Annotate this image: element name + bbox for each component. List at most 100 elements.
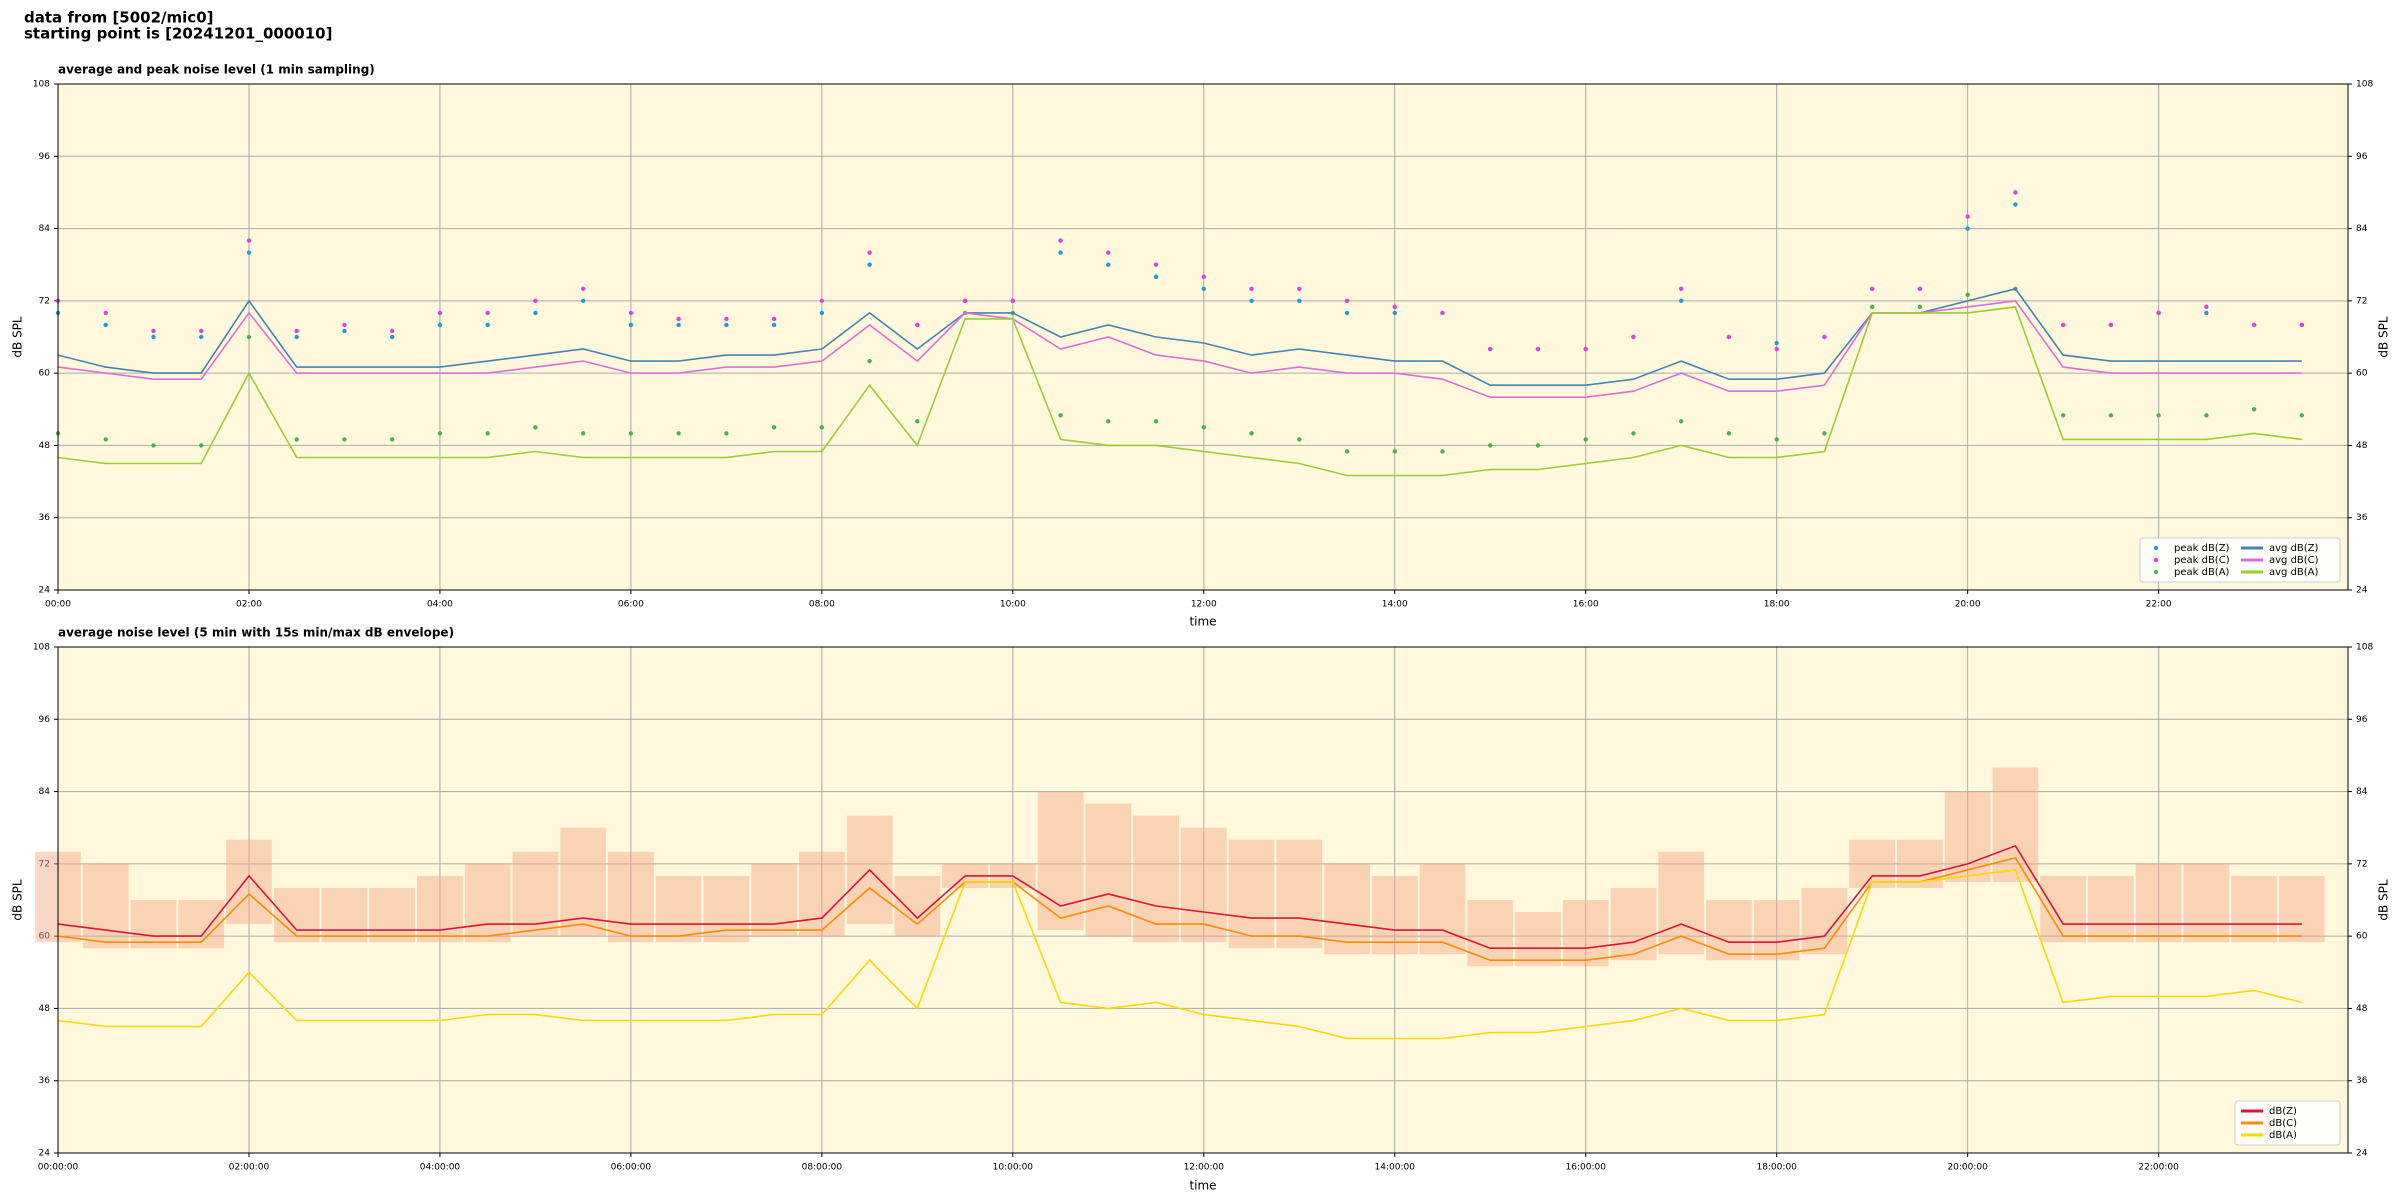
peak-point — [2204, 310, 2209, 316]
y-axis-label: dB SPL — [2377, 879, 2391, 921]
peak-point — [342, 328, 347, 334]
peak-point — [1058, 238, 1063, 243]
peak-point — [437, 310, 443, 316]
peak-point — [2251, 322, 2257, 328]
peak-point — [437, 322, 443, 328]
peak-point — [962, 298, 968, 304]
peak-point — [1344, 298, 1350, 304]
peak-point — [389, 437, 395, 442]
x-tick-label: 10:00 — [1000, 600, 1026, 610]
envelope-band — [608, 851, 654, 943]
y-tick-label: 60 — [39, 932, 51, 942]
peak-point — [1201, 286, 1206, 292]
x-tick-label: 18:00:00 — [1756, 1163, 1797, 1173]
peak-point — [2013, 202, 2018, 207]
peak-point — [867, 262, 872, 267]
peak-point — [1249, 298, 1254, 304]
peak-point — [246, 238, 252, 243]
peak-point — [103, 310, 108, 316]
x-tick-label: 22:00 — [2146, 600, 2172, 610]
peak-point — [1679, 286, 1684, 292]
envelope-band — [2183, 863, 2230, 943]
peak-point — [1869, 304, 1875, 310]
y-tick-label: 36 — [39, 1076, 51, 1086]
x-tick-label: 02:00 — [236, 600, 262, 610]
envelope-band — [2278, 875, 2325, 943]
y-axis-label: dB SPL — [11, 879, 25, 921]
legend-label: dB(Z) — [2269, 1106, 2297, 1117]
peak-point — [2299, 413, 2305, 418]
y-tick-label: 24 — [39, 1149, 51, 1159]
envelope-band — [751, 863, 797, 937]
x-tick-label: 06:00:00 — [611, 1163, 652, 1173]
peak-point — [2299, 322, 2305, 328]
peak-point — [819, 298, 825, 304]
plot-background — [58, 84, 2348, 590]
peak-point — [1822, 431, 1827, 436]
peak-point — [1917, 304, 1923, 310]
envelope-band — [655, 875, 702, 943]
peak-point — [199, 443, 204, 448]
peak-point — [1392, 310, 1397, 316]
peak-point — [199, 328, 204, 334]
envelope-band — [1801, 887, 1848, 955]
y-tick-label: 60 — [2356, 932, 2368, 942]
y-tick-label: 84 — [2356, 224, 2368, 234]
peak-point — [294, 328, 299, 334]
peak-point — [676, 316, 681, 322]
y-tick-label: 108 — [2356, 80, 2373, 90]
peak-point — [199, 334, 204, 340]
y-tick-label: 36 — [39, 513, 51, 523]
peak-point — [724, 431, 729, 436]
peak-point — [2108, 322, 2114, 328]
peak-point — [533, 310, 538, 316]
y-tick-label: 108 — [33, 80, 50, 90]
peak-point — [628, 310, 634, 316]
peak-point — [580, 286, 586, 292]
peak-point — [1965, 226, 1970, 231]
x-tick-label: 10:00:00 — [993, 1163, 1034, 1173]
envelope-band — [2231, 875, 2277, 943]
legend-label: avg dB(C) — [2269, 555, 2319, 566]
y-tick-label: 36 — [2356, 513, 2368, 523]
peak-point — [342, 322, 347, 328]
envelope-band — [799, 851, 845, 937]
envelope-band — [1992, 767, 2039, 882]
peak-point — [1344, 310, 1350, 316]
envelope-band — [2088, 875, 2134, 943]
peak-point — [151, 443, 156, 448]
header-line: data from [5002/mic0] — [24, 9, 214, 27]
peak-point — [2204, 413, 2209, 418]
peak-point — [1392, 449, 1397, 454]
peak-point — [867, 358, 872, 364]
envelope-band — [1515, 912, 1561, 967]
peak-point — [628, 322, 634, 328]
plot-frame — [57, 646, 2349, 1154]
chart-title: average and peak noise level (1 min samp… — [58, 63, 375, 77]
peak-point — [819, 310, 825, 316]
peak-point — [1153, 419, 1159, 424]
peak-point — [2204, 304, 2209, 310]
x-tick-label: 00:00 — [45, 600, 71, 610]
peak-point — [1297, 286, 1302, 292]
series-line — [57, 856, 2302, 961]
y-tick-label: 60 — [39, 369, 51, 379]
envelope-band — [82, 863, 129, 949]
peak-point — [2156, 413, 2161, 418]
x-tick-label: 04:00:00 — [420, 1163, 461, 1173]
envelope-band — [1753, 900, 1800, 961]
peak-point — [1249, 431, 1254, 436]
legend-box — [2139, 537, 2341, 583]
peak-point — [1535, 443, 1541, 448]
y-tick-label: 24 — [2356, 1149, 2368, 1159]
header-line: starting point is [20241201_000010] — [24, 25, 332, 43]
envelope-band — [273, 887, 320, 943]
envelope-band — [1419, 863, 1466, 955]
peak-point — [389, 328, 395, 334]
envelope-band — [464, 863, 511, 943]
series-line — [57, 844, 2302, 949]
x-tick-label: 08:00:00 — [802, 1163, 843, 1173]
legend-label: dB(C) — [2269, 1118, 2297, 1129]
peak-point — [1822, 334, 1827, 340]
y-axis-label: dB SPL — [2377, 316, 2391, 358]
